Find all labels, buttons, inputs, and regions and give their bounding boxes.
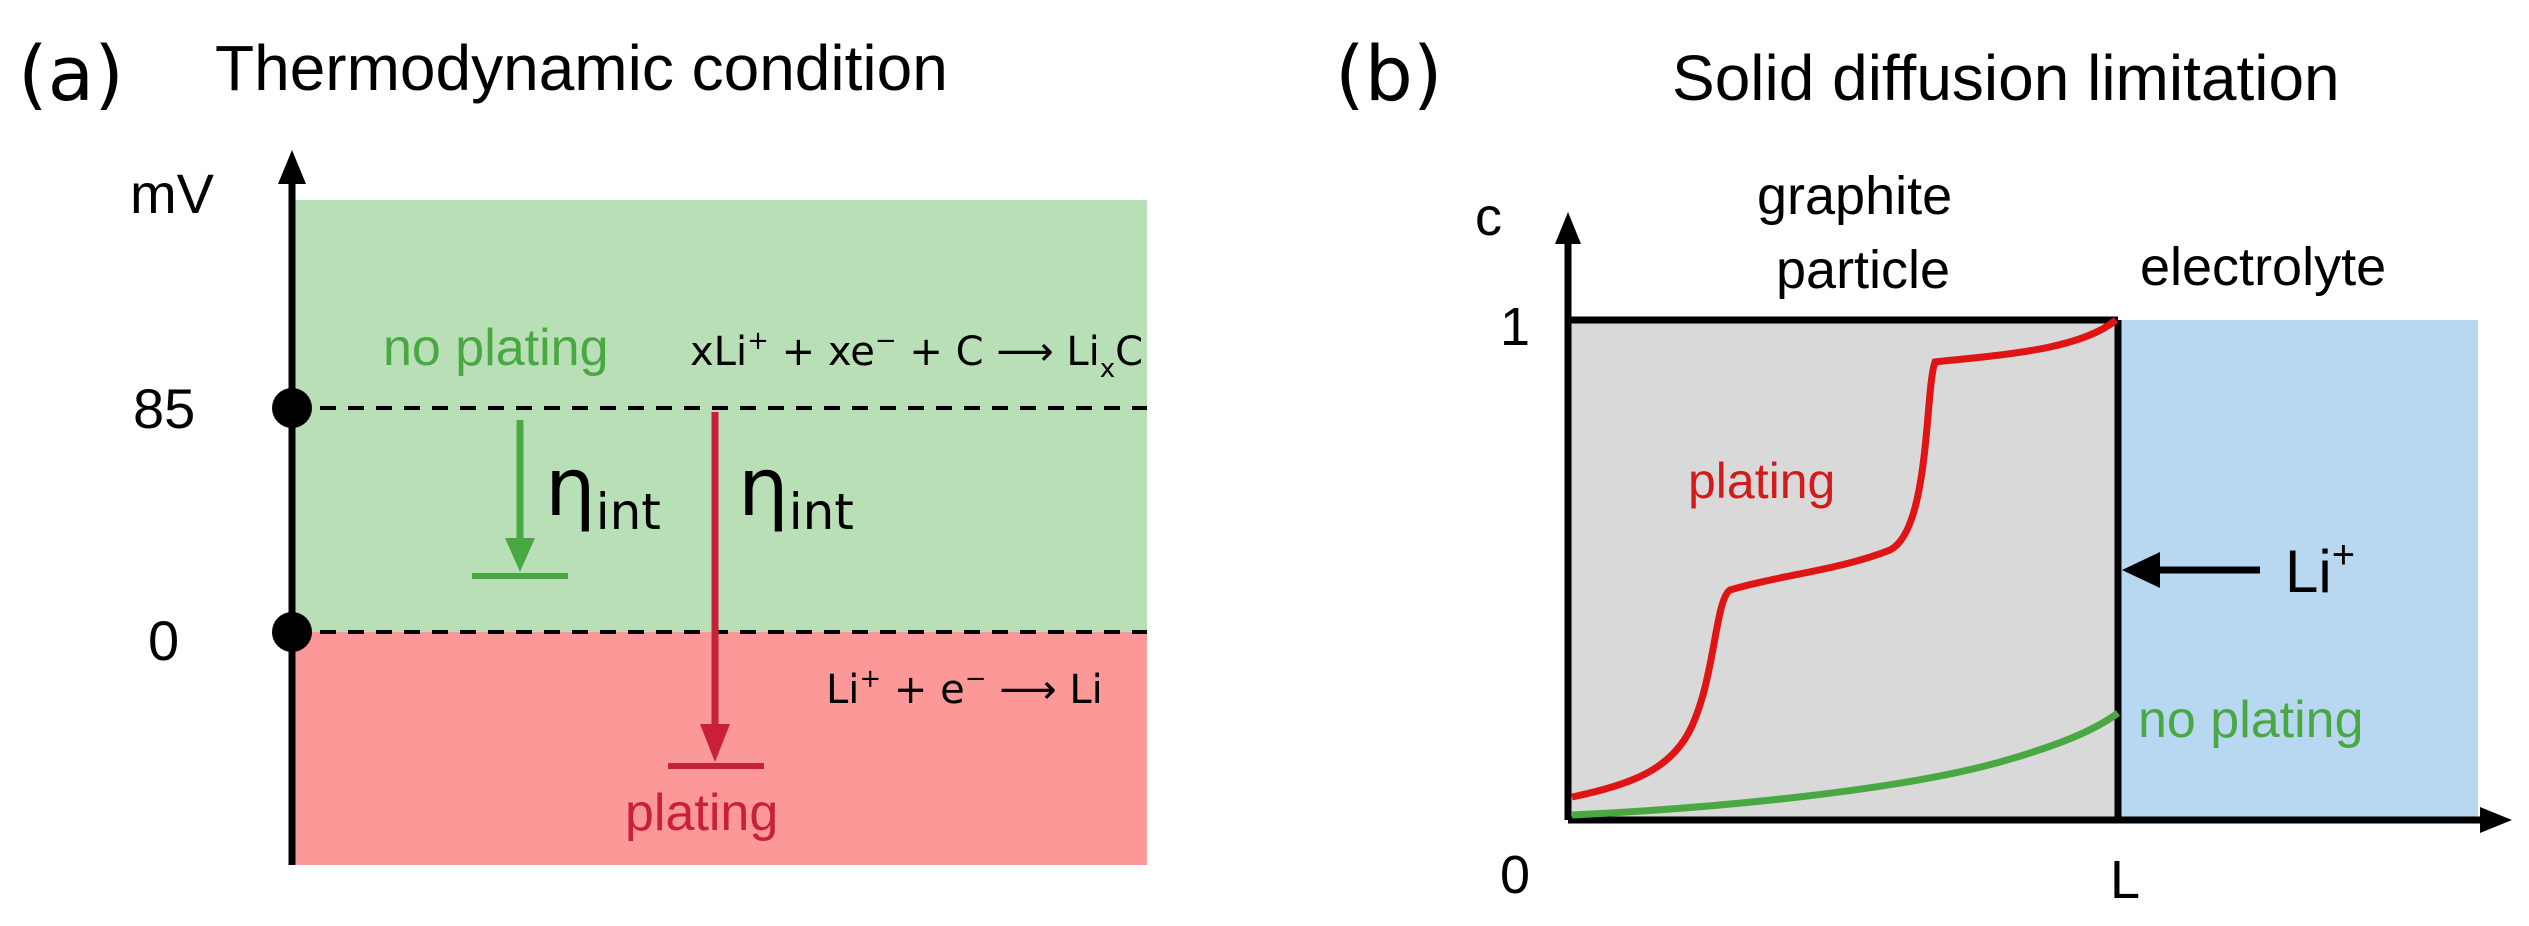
graphite-label-line1: graphite xyxy=(1757,166,1952,226)
plating-equation: Li+ + e− ⟶ Li xyxy=(826,664,1103,713)
intercalation-equation: xLi+ + xe− + C ⟶ LixC xyxy=(690,326,1143,384)
no-plating-label: no plating xyxy=(383,319,609,377)
no-plating-curve-label: no plating xyxy=(2138,691,2364,749)
li-flux-arrowhead xyxy=(2122,552,2160,588)
panel-a-title: Thermodynamic condition xyxy=(215,32,948,104)
plating-curve-label: plating xyxy=(1688,453,1835,509)
panel-b: (b) Solid diffusion limitation c 1 0 L g… xyxy=(1335,29,2512,910)
green-eta-arrowhead xyxy=(505,538,535,572)
electrolyte-label: electrolyte xyxy=(2140,237,2386,297)
panel-b-label: (b) xyxy=(1335,29,1443,118)
graphite-particle-region xyxy=(1568,320,2118,820)
plating-label: plating xyxy=(625,784,778,842)
panel-b-title: Solid diffusion limitation xyxy=(1672,42,2340,114)
li-ion-label: Li+ xyxy=(2285,533,2355,605)
red-eta-arrowhead xyxy=(700,724,730,762)
level-0-dot xyxy=(272,612,312,652)
x-tick-L-label: L xyxy=(2110,850,2140,910)
no-plating-concentration-curve xyxy=(1571,710,2121,819)
graphite-label-line2: particle xyxy=(1776,240,1950,300)
origin-label: 0 xyxy=(1500,845,1530,905)
panel-b-x-axis-arrowhead xyxy=(2480,807,2512,833)
no-plating-region xyxy=(292,200,1147,632)
eta-int-red: ηint xyxy=(738,441,854,541)
panel-a-y-axis-arrowhead xyxy=(278,150,306,184)
tick-85-label: 85 xyxy=(133,377,195,440)
eta-int-green: ηint xyxy=(545,441,661,541)
y-unit-label: mV xyxy=(130,162,215,225)
panel-a: (a) Thermodynamic condition mV 85 0 no p… xyxy=(18,29,1147,865)
tick-0-label: 0 xyxy=(148,609,179,672)
y-tick-1-label: 1 xyxy=(1500,297,1530,357)
panel-b-y-axis-arrowhead xyxy=(1555,212,1581,244)
level-85-dot xyxy=(272,388,312,428)
panel-a-label: (a) xyxy=(18,29,124,118)
plating-concentration-curve xyxy=(1571,317,2119,801)
concentration-axis-label: c xyxy=(1475,187,1502,247)
